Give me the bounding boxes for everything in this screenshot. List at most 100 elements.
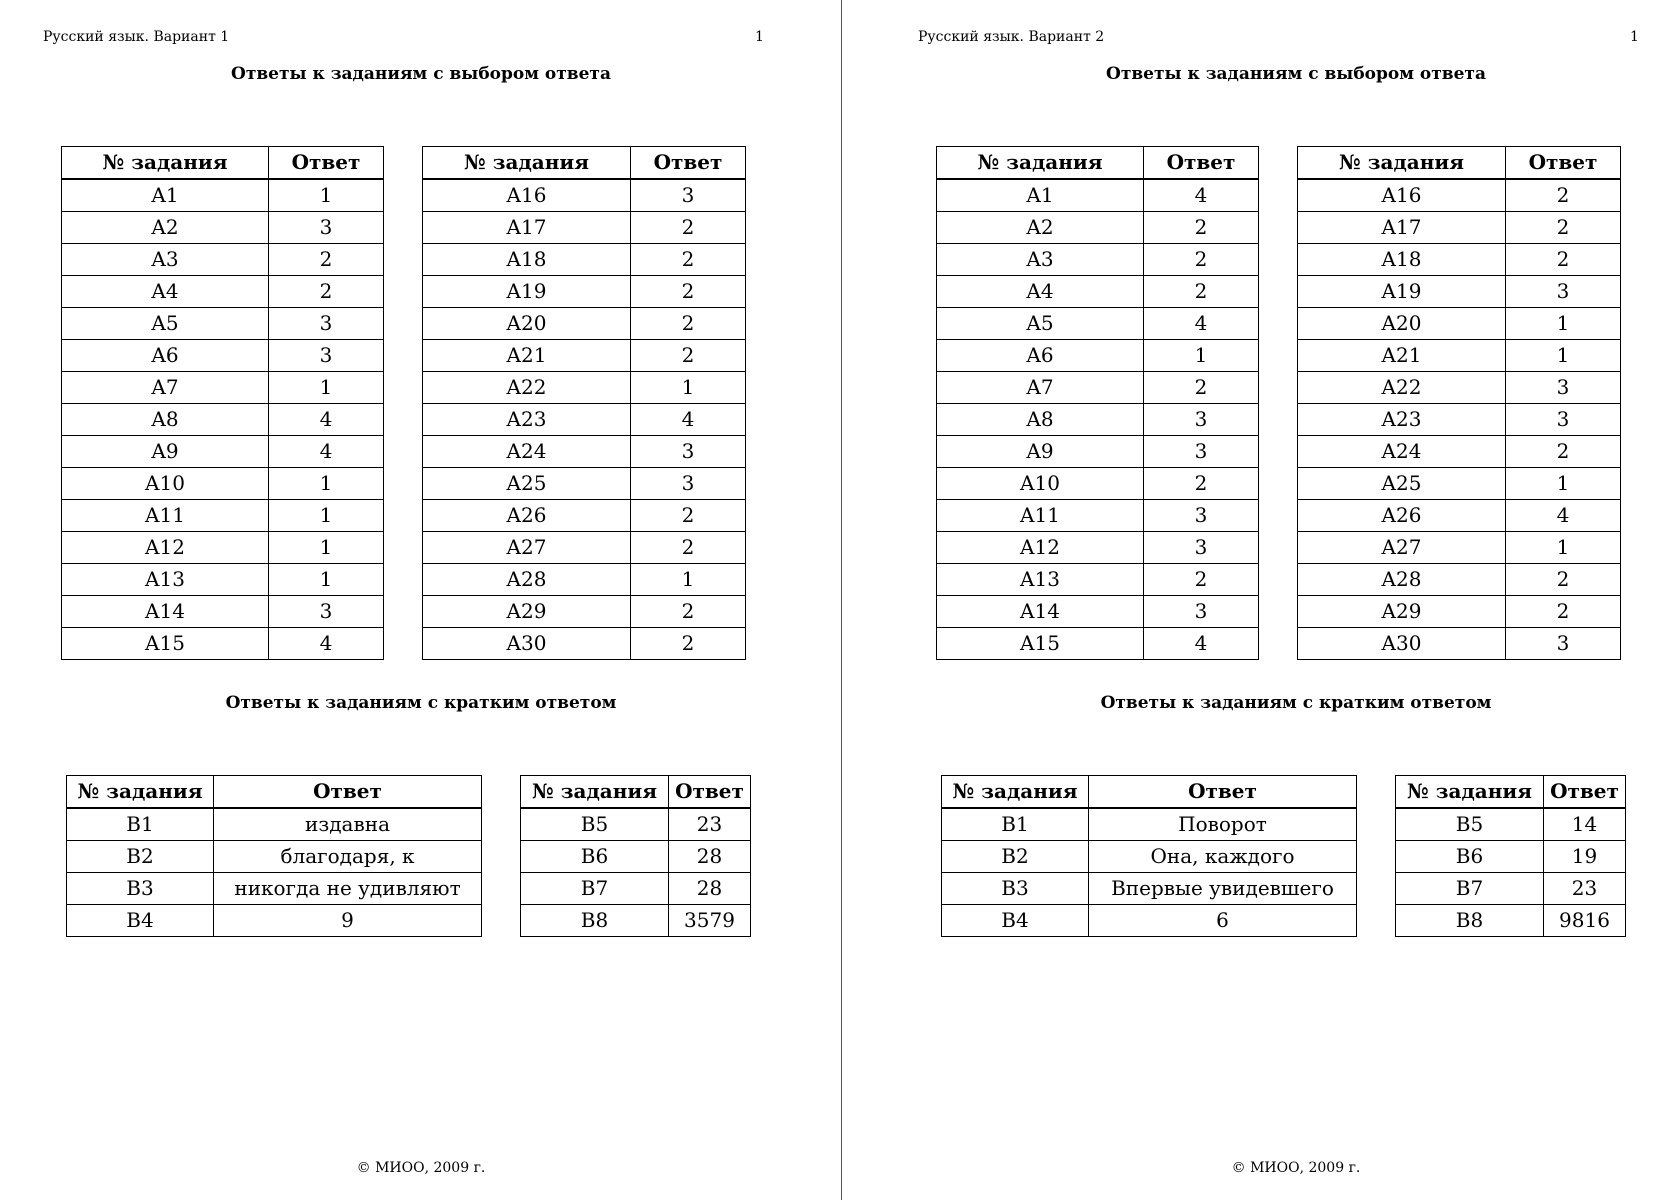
table-row: A8 3: [936, 403, 1259, 436]
table-row: A27 2: [422, 531, 746, 564]
answer-cell: 2: [630, 627, 746, 660]
answer-cell: 3: [1505, 371, 1621, 404]
answer-cell: 3: [1143, 531, 1259, 564]
answer-cell: 2: [1505, 595, 1621, 628]
task-number-cell: A11: [936, 499, 1144, 532]
task-number-cell: A2: [61, 211, 269, 244]
table-row: A16 3: [422, 178, 746, 212]
answer-cell: 3: [630, 435, 746, 468]
answer-cell: 1: [630, 371, 746, 404]
column-header-answer: Ответ: [1143, 146, 1259, 180]
table-row: A26 2: [422, 499, 746, 532]
answer-cell: 3: [630, 178, 746, 212]
task-number-cell: B7: [520, 872, 669, 905]
column-header-task-number: № задания: [1395, 775, 1544, 809]
choice-answers-table-left: № задания Ответ A1 1 A2 3 A3 2 A4 2 A5 3 A6 3 A7 1 A8 4 A9…: [61, 146, 384, 660]
page-variant-1: Русский язык. Вариант 1 1 Ответы к задания…: [43, 29, 764, 1176]
task-number-cell: A9: [936, 435, 1144, 468]
table-row: B6 19: [1395, 840, 1626, 873]
answer-cell: 1: [268, 371, 384, 404]
table-row: B3 Впервые увидевшего: [941, 872, 1357, 905]
task-number-cell: A1: [61, 178, 269, 212]
answer-cell: 1: [630, 563, 746, 596]
table-row: B1 издавна: [66, 807, 482, 841]
table-row: A15 4: [936, 627, 1259, 660]
answer-cell: 2: [1143, 243, 1259, 276]
section-title-choice: Ответы к заданиям с выбором ответа: [1106, 64, 1486, 84]
answer-cell: 2: [630, 339, 746, 372]
answer-cell: 3: [1143, 499, 1259, 532]
answer-cell: 2: [1143, 467, 1259, 500]
table-row: B1 Поворот: [941, 807, 1357, 841]
answer-cell: 1: [268, 563, 384, 596]
answer-cell: 1: [1143, 339, 1259, 372]
table-row: A21 1: [1297, 339, 1621, 372]
section-title-choice: Ответы к заданиям с выбором ответа: [231, 64, 611, 84]
answer-cell: 9: [213, 904, 482, 937]
answer-cell: издавна: [213, 807, 482, 841]
table-row: B4 6: [941, 904, 1357, 937]
column-header-task-number: № задания: [1297, 146, 1506, 180]
table-row: A7 2: [936, 371, 1259, 404]
short-answers-table-right: № задания Ответ B5 14 B6 19 B7 23 B8 9816: [1395, 775, 1626, 937]
task-number-cell: A16: [422, 178, 631, 212]
task-number-cell: A17: [422, 211, 631, 244]
table-row: A11 3: [936, 499, 1259, 532]
answer-cell: Она, каждого: [1088, 840, 1357, 873]
task-number-cell: A19: [422, 275, 631, 308]
table-row: A28 1: [422, 563, 746, 596]
answer-cell: 2: [1143, 211, 1259, 244]
answer-cell: 2: [630, 243, 746, 276]
task-number-cell: A24: [422, 435, 631, 468]
task-number-cell: A28: [422, 563, 631, 596]
task-number-cell: A23: [422, 403, 631, 436]
answer-cell: 3: [1505, 403, 1621, 436]
task-number-cell: A3: [61, 243, 269, 276]
answer-cell: 3: [268, 339, 384, 372]
task-number-cell: A13: [61, 563, 269, 596]
answer-cell: 4: [268, 435, 384, 468]
page-footer: © МИОО, 2009 г.: [356, 1160, 486, 1176]
page-header: Русский язык. Вариант 2: [918, 29, 1105, 45]
table-row: A4 2: [61, 275, 384, 308]
column-header-task-number: № задания: [61, 146, 269, 180]
section-title-short: Ответы к заданиям с кратким ответом: [225, 693, 617, 713]
answer-cell: 2: [1143, 563, 1259, 596]
table-row: A18 2: [1297, 243, 1621, 276]
table-row: B8 9816: [1395, 904, 1626, 937]
table-row: A22 1: [422, 371, 746, 404]
table-row: A16 2: [1297, 178, 1621, 212]
table-row: A12 1: [61, 531, 384, 564]
table-row: A30 2: [422, 627, 746, 660]
answer-cell: 1: [1505, 531, 1621, 564]
task-number-cell: A22: [1297, 371, 1506, 404]
task-number-cell: A20: [422, 307, 631, 340]
task-number-cell: A29: [1297, 595, 1506, 628]
task-number-cell: A20: [1297, 307, 1506, 340]
task-number-cell: A26: [1297, 499, 1506, 532]
task-number-cell: A18: [422, 243, 631, 276]
column-header-answer: Ответ: [268, 146, 384, 180]
task-number-cell: A11: [61, 499, 269, 532]
answer-cell: 2: [1143, 371, 1259, 404]
task-number-cell: A7: [61, 371, 269, 404]
answer-cell: 2: [1505, 178, 1621, 212]
answer-cell: 3: [268, 595, 384, 628]
task-number-cell: A6: [936, 339, 1144, 372]
table-row: B7 28: [520, 872, 751, 905]
table-header-row: № задания Ответ: [936, 146, 1259, 180]
task-number-cell: B3: [941, 872, 1089, 905]
answer-cell: 3: [1143, 595, 1259, 628]
task-number-cell: A2: [936, 211, 1144, 244]
answer-cell: 4: [1143, 627, 1259, 660]
table-row: A8 4: [61, 403, 384, 436]
column-header-task-number: № задания: [520, 775, 669, 809]
table-row: A24 2: [1297, 435, 1621, 468]
column-header-answer: Ответ: [668, 775, 751, 809]
task-number-cell: A21: [1297, 339, 1506, 372]
answer-cell: 3579: [668, 904, 751, 937]
answer-cell: 3: [1143, 435, 1259, 468]
table-row: A3 2: [61, 243, 384, 276]
task-number-cell: A14: [936, 595, 1144, 628]
table-row: A9 4: [61, 435, 384, 468]
